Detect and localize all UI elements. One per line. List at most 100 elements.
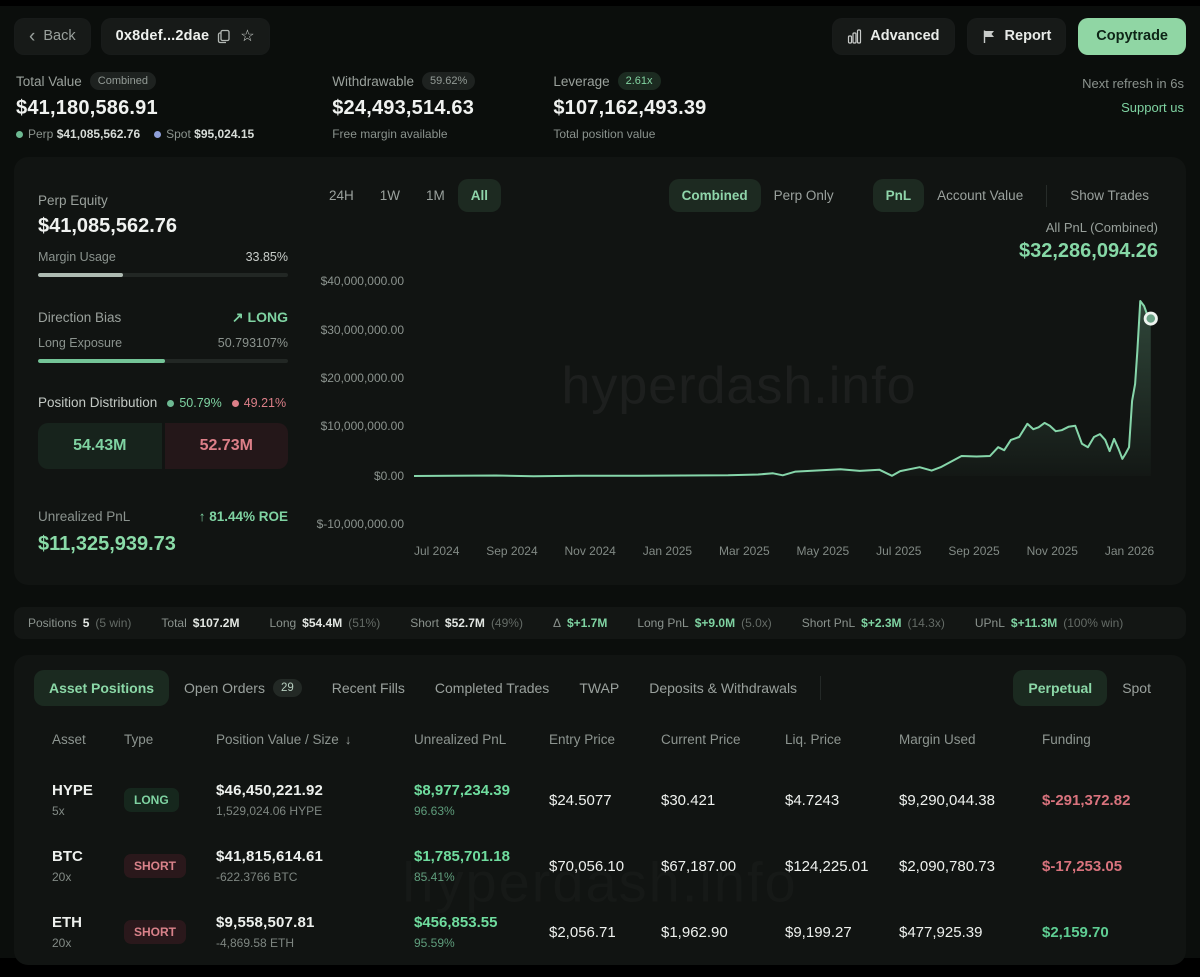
- liq-price: $9,199.27: [785, 923, 852, 941]
- tab-deposits-withdrawals[interactable]: Deposits & Withdrawals: [649, 680, 798, 696]
- back-button[interactable]: ‹ Back: [14, 17, 91, 55]
- x-tick: May 2025: [796, 544, 850, 558]
- tab-asset-positions[interactable]: Asset Positions: [34, 670, 170, 706]
- x-tick: Sep 2025: [948, 544, 1000, 558]
- mode-combined-button[interactable]: Combined: [668, 179, 761, 212]
- funding-value: $2,159.70: [1042, 923, 1109, 941]
- open-orders-count-badge: 29: [272, 679, 302, 697]
- chart-controls: 24H 1W 1M All Combined Perp Only PnL Acc…: [316, 179, 1162, 212]
- total-value-label: Total Value: [16, 73, 82, 89]
- x-axis: Jul 2024 Sep 2024 Nov 2024 Jan 2025 Mar …: [414, 544, 1154, 558]
- asset-leverage: 20x: [52, 870, 72, 884]
- position-row-hype[interactable]: HYPE 5x LONG $46,450,221.92 1,529,024.06 H…: [52, 767, 1166, 833]
- position-row-eth[interactable]: ETH 20x SHORT $9,558,507.81 -4,869.58 ETH …: [52, 899, 1166, 965]
- margin-used: $477,925.39: [899, 923, 983, 941]
- position-row-btc[interactable]: BTC 20x SHORT $41,815,614.61 -622.3766 BTC…: [52, 833, 1166, 899]
- summary-long: Long $54.4M (51%): [269, 616, 381, 630]
- margin-used: $9,290,044.38: [899, 791, 995, 809]
- y-tick: $20,000,000.00: [320, 371, 404, 385]
- bar-chart-icon: [847, 28, 862, 44]
- perp-equity-value: $41,085,562.76: [38, 215, 178, 237]
- advanced-button[interactable]: Advanced: [832, 17, 955, 55]
- long-dot-icon: [167, 399, 175, 407]
- summary-long-pnl: Long PnL $+9.0M (5.0x): [637, 616, 772, 630]
- asset-symbol: HYPE: [52, 782, 93, 799]
- type-badge-short: SHORT: [124, 854, 186, 878]
- y-tick: $-10,000,000.00: [316, 517, 404, 531]
- current-price: $30.421: [661, 791, 716, 809]
- page: ‹ Back 0x8def...2dae ☆ Advanced Report C…: [0, 6, 1200, 965]
- report-label: Report: [1004, 28, 1052, 44]
- dist-long-pct: 50.79%: [167, 396, 222, 410]
- tab-recent-fills[interactable]: Recent Fills: [331, 680, 405, 696]
- copytrade-button[interactable]: Copytrade: [1078, 17, 1186, 55]
- favorite-star-icon[interactable]: ☆: [240, 28, 255, 45]
- tab-twap[interactable]: TWAP: [579, 680, 620, 696]
- pnl-area-fill: [414, 301, 1151, 477]
- arrow-up-icon: ↑: [198, 509, 206, 524]
- tab-perpetual[interactable]: Perpetual: [1013, 670, 1108, 706]
- summary-delta: Δ $+1.7M: [552, 616, 608, 630]
- col-liq-price[interactable]: Liq. Price: [785, 731, 842, 747]
- range-24h-button[interactable]: 24H: [329, 188, 354, 203]
- view-pnl-button[interactable]: PnL: [872, 179, 925, 212]
- range-1m-button[interactable]: 1M: [426, 188, 445, 203]
- pnl-line: [414, 300, 1152, 478]
- type-badge-long: LONG: [124, 788, 179, 812]
- summary-total: Total $107.2M: [161, 616, 240, 630]
- positions-card: Asset Positions Open Orders 29 Recent Fil…: [14, 655, 1186, 965]
- copytrade-label: Copytrade: [1096, 28, 1168, 44]
- perp-equity-label: Perp Equity: [38, 193, 108, 208]
- liq-price: $4.7243: [785, 791, 840, 809]
- table-header-row: Asset Type Position Value / Size ↓ Unreal…: [52, 711, 1166, 767]
- x-tick: Nov 2024: [564, 544, 616, 558]
- support-us-link[interactable]: Support us: [1121, 100, 1184, 115]
- leverage-amount: $107,162,493.39: [553, 97, 707, 119]
- view-account-value-button[interactable]: Account Value: [937, 188, 1024, 203]
- refresh-countdown: Next refresh in 6s: [1082, 76, 1184, 91]
- long-distribution-box: 54.43M: [38, 423, 162, 469]
- position-size: -4,869.58 ETH: [216, 936, 295, 950]
- x-tick: Jul 2025: [876, 544, 922, 558]
- col-current-price[interactable]: Current Price: [661, 731, 741, 747]
- x-tick: Mar 2025: [718, 544, 770, 558]
- divider: [820, 676, 822, 700]
- x-tick: Sep 2024: [486, 544, 538, 558]
- tab-spot[interactable]: Spot: [1122, 680, 1151, 696]
- range-all-button[interactable]: All: [457, 179, 502, 212]
- mode-perp-only-button[interactable]: Perp Only: [773, 188, 834, 203]
- perp-dot-icon: [16, 131, 23, 138]
- x-tick: Jul 2024: [414, 544, 460, 558]
- account-stats-strip: Total Value Combined $41,180,586.91 Perp…: [14, 68, 1186, 141]
- asset-symbol: ETH: [52, 914, 82, 931]
- all-pnl-label: All PnL (Combined): [1045, 220, 1158, 235]
- entry-price: $70,056.10: [549, 857, 625, 875]
- show-trades-button[interactable]: Show Trades: [1070, 188, 1149, 203]
- equity-panel: Perp Equity $41,085,562.76 Margin Usage …: [38, 179, 288, 567]
- col-unrealized-pnl[interactable]: Unrealized PnL: [414, 731, 507, 747]
- unrealized-pnl: $1,785,701.18: [414, 848, 510, 865]
- perp-breakdown: Perp $41,085,562.76: [16, 127, 140, 141]
- trend-up-icon: ↗: [231, 309, 244, 325]
- tab-open-orders[interactable]: Open Orders 29: [169, 669, 317, 707]
- type-badge-short: SHORT: [124, 920, 186, 944]
- copy-icon[interactable]: [217, 29, 232, 44]
- direction-bias-label: Direction Bias: [38, 310, 122, 325]
- funding-value: $-17,253.05: [1042, 857, 1123, 875]
- col-margin-used[interactable]: Margin Used: [899, 731, 976, 747]
- long-exposure-bar: [38, 359, 288, 363]
- col-position-value[interactable]: Position Value / Size ↓: [216, 731, 352, 747]
- range-1w-button[interactable]: 1W: [379, 188, 401, 203]
- summary-upnl: UPnL $+11.3M (100% win): [974, 616, 1124, 630]
- plot-area[interactable]: [414, 269, 1162, 534]
- col-entry-price[interactable]: Entry Price: [549, 731, 616, 747]
- flag-icon: [982, 29, 997, 44]
- unrealized-pnl: $8,977,234.39: [414, 782, 510, 799]
- wallet-address-pill[interactable]: 0x8def...2dae ☆: [100, 17, 270, 55]
- report-button[interactable]: Report: [966, 17, 1067, 55]
- tab-completed-trades[interactable]: Completed Trades: [434, 680, 550, 696]
- entry-price: $2,056.71: [549, 923, 616, 941]
- col-funding[interactable]: Funding: [1042, 731, 1091, 747]
- position-size: 1,529,024.06 HYPE: [216, 804, 323, 818]
- sort-desc-icon: ↓: [344, 731, 352, 747]
